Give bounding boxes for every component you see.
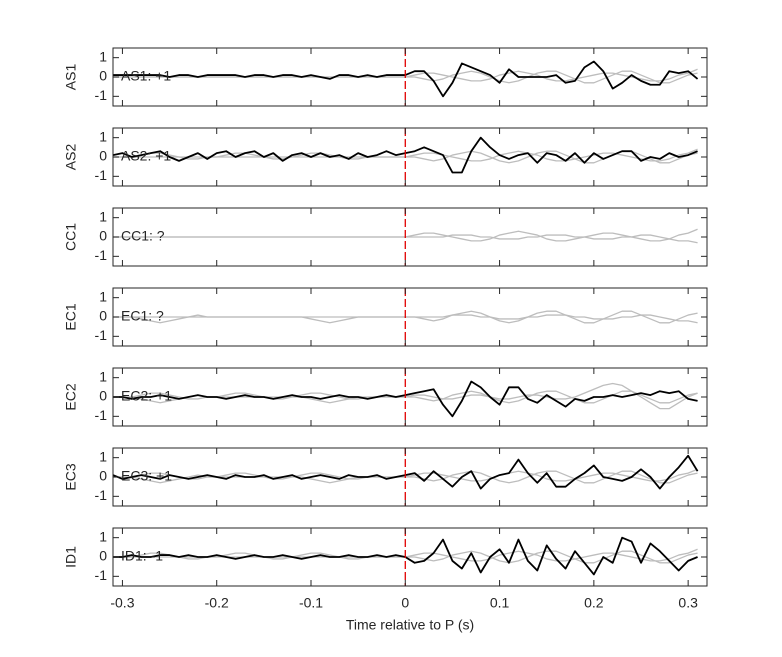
y-axis-label: AS2 bbox=[63, 144, 79, 171]
annotation: EC1: ? bbox=[121, 308, 164, 324]
y-tick-label: 1 bbox=[99, 448, 107, 464]
y-tick-label: -1 bbox=[95, 567, 108, 583]
x-tick-label: 0.3 bbox=[678, 595, 698, 611]
y-axis-label: EC1 bbox=[63, 303, 79, 330]
subplot: EC3: +1 -1 0 1 EC3 bbox=[63, 447, 708, 507]
x-tick-label: 0.1 bbox=[490, 595, 510, 611]
x-tick-label: 0.2 bbox=[584, 595, 604, 611]
y-tick-label: 0 bbox=[99, 68, 107, 84]
subplot: CC1: ? -1 0 1 CC1 bbox=[63, 207, 708, 267]
subplot: AS2: +1 -1 0 1 AS2 bbox=[63, 127, 708, 187]
y-tick-label: -1 bbox=[95, 87, 108, 103]
subplot: ID1: -1 -1 0 1 -0.3 -0.2 -0.1 0 0.1 0.2 0.3 ID1 Time… bbox=[63, 527, 708, 633]
x-tick-label: 0 bbox=[401, 595, 409, 611]
y-tick-label: 1 bbox=[99, 528, 107, 544]
y-tick-label: 1 bbox=[99, 128, 107, 144]
y-tick-label: 0 bbox=[99, 468, 107, 484]
y-tick-label: 0 bbox=[99, 388, 107, 404]
x-tick-label: -0.1 bbox=[299, 595, 323, 611]
y-axis-label: EC3 bbox=[63, 463, 79, 490]
y-tick-label: -1 bbox=[95, 167, 108, 183]
y-tick-label: -1 bbox=[95, 487, 108, 503]
x-tick-label: -0.2 bbox=[205, 595, 229, 611]
x-tick-label: -0.3 bbox=[110, 595, 134, 611]
y-tick-label: 1 bbox=[99, 208, 107, 224]
y-axis-label: ID1 bbox=[63, 546, 79, 568]
subplot: EC2: +1 -1 0 1 EC2 bbox=[63, 367, 708, 427]
annotation: ID1: -1 bbox=[121, 548, 163, 564]
y-tick-label: -1 bbox=[95, 327, 108, 343]
y-tick-label: 1 bbox=[99, 288, 107, 304]
annotation: CC1: ? bbox=[121, 228, 165, 244]
y-tick-label: -1 bbox=[95, 407, 108, 423]
x-axis-label: Time relative to P (s) bbox=[346, 617, 474, 633]
annotation: EC2: +1 bbox=[121, 388, 172, 404]
y-tick-label: 0 bbox=[99, 548, 107, 564]
y-tick-label: 1 bbox=[99, 368, 107, 384]
y-axis-label: EC2 bbox=[63, 383, 79, 410]
subplot: AS1: +1 -1 0 1 AS1 bbox=[63, 47, 708, 107]
annotation: AS2: +1 bbox=[121, 148, 171, 164]
y-axis-label: CC1 bbox=[63, 223, 79, 251]
y-tick-label: 1 bbox=[99, 48, 107, 64]
y-tick-label: -1 bbox=[95, 247, 108, 263]
y-tick-label: 0 bbox=[99, 308, 107, 324]
y-tick-label: 0 bbox=[99, 148, 107, 164]
y-axis-label: AS1 bbox=[63, 64, 79, 91]
subplot: EC1: ? -1 0 1 EC1 bbox=[63, 287, 708, 347]
y-tick-label: 0 bbox=[99, 228, 107, 244]
annotation: EC3: +1 bbox=[121, 468, 172, 484]
annotation: AS1: +1 bbox=[121, 68, 171, 84]
